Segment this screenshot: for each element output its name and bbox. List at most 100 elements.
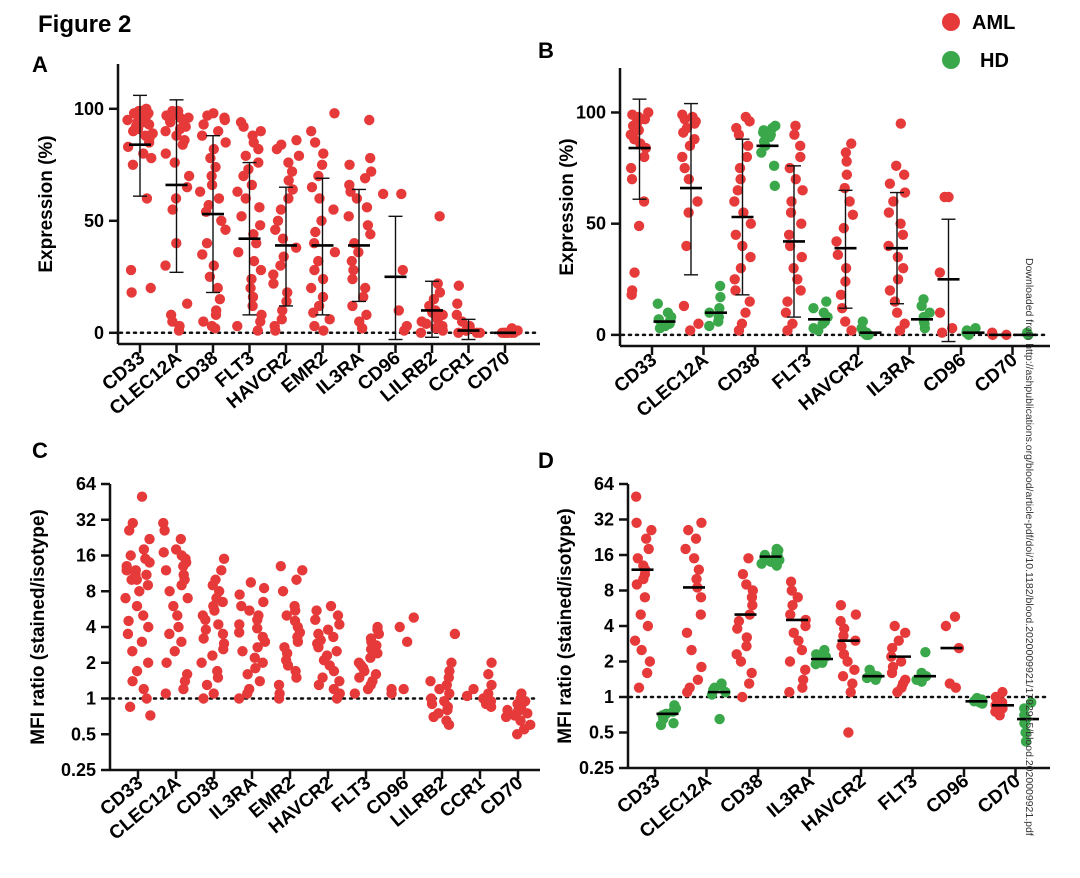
data-point-aml <box>633 220 645 232</box>
data-point-aml <box>421 318 432 330</box>
data-point-aml <box>246 179 258 191</box>
data-point-hd <box>655 719 667 731</box>
data-point-aml <box>237 646 248 657</box>
data-point-aml <box>161 657 172 668</box>
data-point-aml <box>644 656 656 667</box>
data-point-aml <box>746 667 757 679</box>
data-point-aml <box>735 262 747 274</box>
data-point-aml <box>365 166 377 177</box>
data-point-hd <box>920 646 931 658</box>
data-point-aml <box>790 174 801 185</box>
data-point-aml <box>257 657 268 668</box>
data-point-aml <box>737 691 748 703</box>
data-point-aml <box>271 143 283 155</box>
data-point-aml <box>789 129 800 140</box>
data-point-aml <box>175 533 187 545</box>
panel-d: D 0.25 0.5 1 2 4 8 16 32 64 MFI ratio (stained/iso… <box>538 448 1050 842</box>
data-point-aml <box>292 636 304 648</box>
data-point-aml <box>359 282 371 294</box>
data-point-aml <box>790 120 801 132</box>
data-point-aml <box>625 162 637 174</box>
data-point-aml <box>741 640 752 652</box>
data-point-aml <box>240 193 251 204</box>
data-point-aml <box>201 679 213 691</box>
data-point-aml <box>290 605 301 616</box>
data-point-aml <box>183 170 195 182</box>
data-point-aml <box>281 610 292 621</box>
data-point-aml <box>258 596 269 608</box>
data-point-aml <box>206 179 218 191</box>
data-point-aml <box>895 656 907 667</box>
data-point-aml <box>396 188 407 200</box>
data-point-hd <box>813 325 824 336</box>
data-point-aml <box>730 285 741 296</box>
y-tick-label: 0.5 <box>71 724 96 744</box>
data-point-aml <box>729 196 740 207</box>
data-point-aml <box>218 553 230 565</box>
data-point-aml <box>994 710 1005 721</box>
data-point-aml <box>233 246 244 258</box>
data-point-aml <box>639 151 650 163</box>
data-point-aml <box>253 143 264 155</box>
data-point-aml <box>169 646 180 657</box>
data-point-aml <box>785 576 797 587</box>
data-point-aml <box>286 166 298 177</box>
data-point-aml <box>313 679 325 691</box>
data-point-aml <box>160 260 171 271</box>
data-point-aml <box>290 242 302 253</box>
data-point-aml <box>358 291 369 303</box>
data-point-aml <box>220 137 231 148</box>
data-point-hd <box>810 658 821 670</box>
data-point-aml <box>134 586 145 597</box>
data-point-hd <box>808 302 819 314</box>
data-point-aml <box>121 565 132 576</box>
data-point-aml <box>356 323 368 334</box>
data-point-aml <box>836 640 847 652</box>
data-point-aml <box>123 615 134 627</box>
data-point-aml <box>120 592 131 604</box>
data-point-aml <box>692 674 704 685</box>
data-point-aml <box>471 327 483 338</box>
data-point-aml <box>688 553 700 564</box>
data-point-aml <box>434 211 445 222</box>
data-point-aml <box>747 600 758 611</box>
data-point-aml <box>635 609 646 620</box>
data-point-aml <box>213 193 225 204</box>
data-point-aml <box>138 683 149 695</box>
data-point-aml <box>408 612 419 623</box>
data-point-aml <box>397 264 408 276</box>
data-point-aml <box>693 564 705 575</box>
y-tick-label: 0 <box>596 325 606 345</box>
y-axis-label: MFI ratio (stained/isotype) <box>555 508 576 743</box>
data-point-aml <box>273 693 285 704</box>
data-point-aml <box>377 188 389 200</box>
data-point-aml <box>386 688 397 699</box>
data-point-aml <box>732 623 743 634</box>
data-point-aml <box>792 592 803 603</box>
y-axis-label: Expression (%) <box>557 138 578 275</box>
y-tick-label: 1 <box>604 687 614 707</box>
data-point-aml <box>316 215 327 226</box>
data-point-aml <box>349 238 360 249</box>
x-tick-label: IL3RA <box>863 350 919 402</box>
data-point-aml <box>845 686 856 698</box>
data-point-aml <box>122 114 133 126</box>
data-point-aml <box>255 264 267 276</box>
data-point-hd <box>916 676 927 687</box>
data-point-aml <box>212 672 224 683</box>
data-point-aml <box>784 656 796 667</box>
data-point-aml <box>293 150 305 162</box>
data-point-aml <box>198 316 209 327</box>
data-point-aml <box>785 609 796 620</box>
data-point-aml <box>254 202 265 213</box>
y-tick-label: 4 <box>604 616 614 636</box>
data-point-aml <box>373 628 385 640</box>
data-point-aml <box>696 661 707 673</box>
data-point-aml <box>258 582 270 594</box>
data-point-aml <box>681 627 693 639</box>
data-point-aml <box>200 624 212 635</box>
data-point-aml <box>165 117 176 128</box>
data-point-aml <box>633 682 645 693</box>
data-point-aml <box>275 260 286 271</box>
data-point-aml <box>144 557 155 568</box>
